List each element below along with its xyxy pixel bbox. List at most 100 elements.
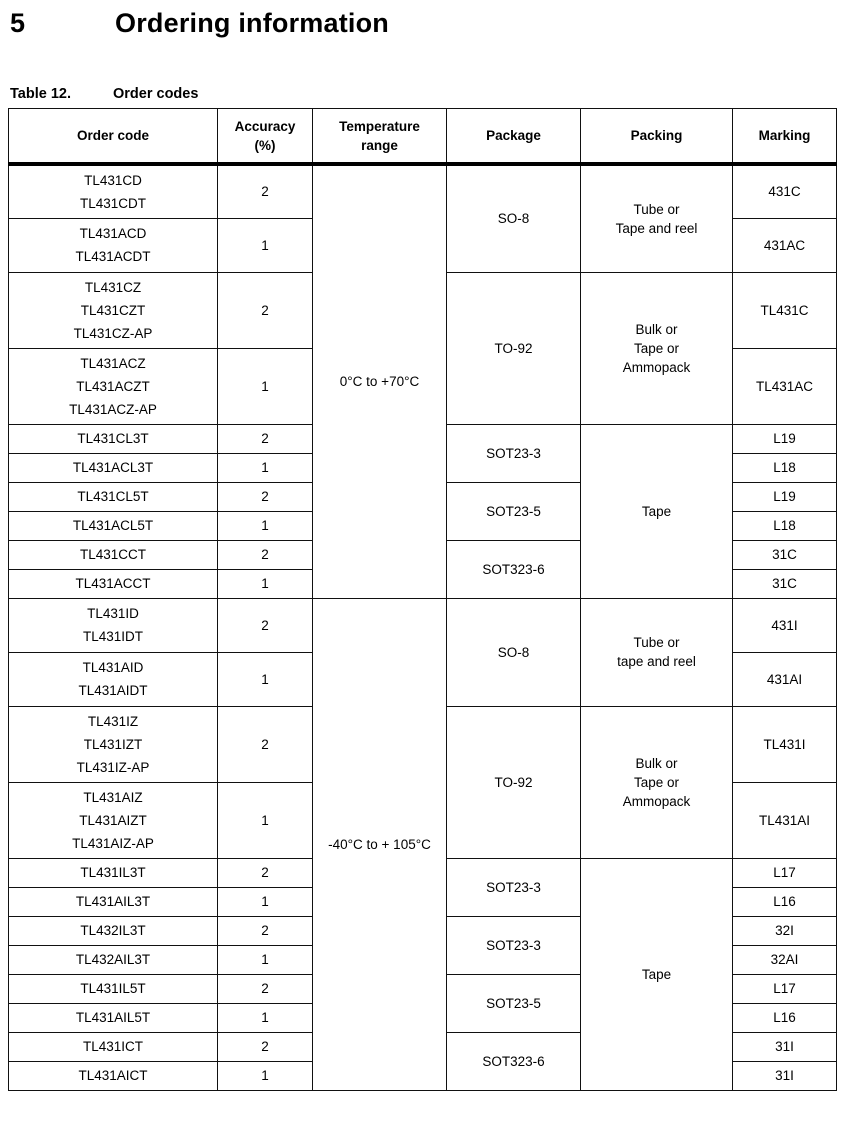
accuracy-cell: 2	[217, 423, 313, 454]
order-code-cell: TL431CCT	[8, 539, 218, 570]
packing-cell: Tape	[580, 423, 733, 599]
section-number: 5	[10, 8, 26, 38]
accuracy-cell: 2	[217, 705, 313, 783]
packing-cell: Tape	[580, 857, 733, 1091]
section-heading: 5 Ordering information	[10, 8, 840, 39]
table-row: TL431ACL5T 1 L18	[8, 510, 837, 541]
accuracy-cell: 1	[217, 217, 313, 273]
temperature-cell: 0°C to +70°C	[312, 163, 447, 599]
marking-cell: L17	[732, 973, 837, 1004]
order-code-cell: TL431CD TL431CDT	[8, 163, 218, 219]
marking-cell: L19	[732, 423, 837, 454]
marking-cell: L19	[732, 481, 837, 512]
order-code-cell: TL431CL5T	[8, 481, 218, 512]
marking-cell: TL431AC	[732, 347, 837, 425]
order-code-cell: TL431AIL5T	[8, 1002, 218, 1033]
table-row: TL431AID TL431AIDT 1 431AI	[8, 651, 837, 707]
packing-cell: Bulk or Tape or Ammopack	[580, 271, 733, 425]
marking-cell: TL431C	[732, 271, 837, 349]
header-row: Order code Accuracy (%) Temperature rang…	[8, 108, 837, 166]
table-row: TL431ACZ TL431ACZT TL431ACZ-AP 1 TL431AC	[8, 347, 837, 425]
order-code-cell: TL431ACCT	[8, 568, 218, 599]
package-cell: SOT23-3	[446, 857, 581, 917]
marking-cell: 431AC	[732, 217, 837, 273]
order-code-cell: TL431CZ TL431CZT TL431CZ-AP	[8, 271, 218, 349]
header-marking: Marking	[732, 108, 837, 166]
order-code-cell: TL431AID TL431AIDT	[8, 651, 218, 707]
accuracy-cell: 2	[217, 915, 313, 946]
order-code-cell: TL431AIZ TL431AIZT TL431AIZ-AP	[8, 781, 218, 859]
header-accuracy: Accuracy (%)	[217, 108, 313, 166]
table-row: TL431ACD TL431ACDT 1 431AC	[8, 217, 837, 273]
package-cell: TO-92	[446, 271, 581, 425]
accuracy-cell: 1	[217, 1002, 313, 1033]
table-row: TL431ID TL431IDT 2 -40°C to + 105°C SO-8…	[8, 597, 837, 1091]
order-code-cell: TL431ACL3T	[8, 452, 218, 483]
marking-cell: 431I	[732, 597, 837, 653]
header-temperature: Temperature range	[312, 108, 447, 166]
marking-cell: 32I	[732, 915, 837, 946]
order-code-cell: TL431IZ TL431IZT TL431IZ-AP	[8, 705, 218, 783]
table-caption-title: Order codes	[113, 86, 199, 102]
order-code-cell: TL431ID TL431IDT	[8, 597, 218, 653]
accuracy-cell: 2	[217, 481, 313, 512]
package-cell: SO-8	[446, 163, 581, 273]
accuracy-cell: 1	[217, 568, 313, 599]
marking-cell: 31C	[732, 568, 837, 599]
accuracy-cell: 1	[217, 781, 313, 859]
accuracy-cell: 2	[217, 1031, 313, 1062]
accuracy-cell: 2	[217, 163, 313, 219]
order-code-cell: TL431AIL3T	[8, 886, 218, 917]
package-cell: SOT23-3	[446, 423, 581, 483]
order-codes-table: Order code Accuracy (%) Temperature rang…	[8, 108, 837, 1091]
accuracy-cell: 1	[217, 452, 313, 483]
header-order-code: Order code	[8, 108, 218, 166]
order-code-cell: TL432IL3T	[8, 915, 218, 946]
marking-cell: L16	[732, 1002, 837, 1033]
table-caption-label: Table 12.	[10, 86, 71, 102]
order-code-cell: TL431ACL5T	[8, 510, 218, 541]
package-cell: TO-92	[446, 705, 581, 859]
table-row: TL431CL3T 2 SOT23-3 Tape L19	[8, 423, 837, 599]
packing-cell: Bulk or Tape or Ammopack	[580, 705, 733, 859]
package-cell: SOT323-6	[446, 539, 581, 599]
accuracy-cell: 1	[217, 347, 313, 425]
marking-cell: 431AI	[732, 651, 837, 707]
table-row: TL431AIL5T 1 L16	[8, 1002, 837, 1033]
marking-cell: L16	[732, 886, 837, 917]
table-row: TL431ACL3T 1 L18	[8, 452, 837, 483]
accuracy-cell: 1	[217, 1060, 313, 1091]
package-cell: SOT23-5	[446, 973, 581, 1033]
order-code-cell: TL431ICT	[8, 1031, 218, 1062]
accuracy-cell: 1	[217, 651, 313, 707]
packing-cell: Tube or tape and reel	[580, 597, 733, 707]
accuracy-cell: 1	[217, 510, 313, 541]
order-code-cell: TL431ACD TL431ACDT	[8, 217, 218, 273]
marking-cell: 31I	[732, 1031, 837, 1062]
header-package: Package	[446, 108, 581, 166]
marking-cell: 32AI	[732, 944, 837, 975]
accuracy-cell: 2	[217, 973, 313, 1004]
order-code-cell: TL432AIL3T	[8, 944, 218, 975]
order-code-cell: TL431IL5T	[8, 973, 218, 1004]
table-row: TL432IL3T 2 SOT23-3 32I	[8, 915, 837, 975]
marking-cell: 431C	[732, 163, 837, 219]
marking-cell: TL431I	[732, 705, 837, 783]
accuracy-cell: 2	[217, 539, 313, 570]
packing-cell: Tube or Tape and reel	[580, 163, 733, 273]
order-code-cell: TL431ACZ TL431ACZT TL431ACZ-AP	[8, 347, 218, 425]
table-row: TL431IZ TL431IZT TL431IZ-AP 2 TO-92 Bulk…	[8, 705, 837, 859]
package-cell: SOT23-5	[446, 481, 581, 541]
table-caption: Table 12. Order codes	[10, 86, 840, 102]
accuracy-cell: 1	[217, 944, 313, 975]
table-row: TL431CCT 2 SOT323-6 31C	[8, 539, 837, 599]
package-cell: SOT323-6	[446, 1031, 581, 1091]
marking-cell: L18	[732, 452, 837, 483]
table-row: TL431IL5T 2 SOT23-5 L17	[8, 973, 837, 1033]
order-code-cell: TL431CL3T	[8, 423, 218, 454]
header-packing: Packing	[580, 108, 733, 166]
marking-cell: 31I	[732, 1060, 837, 1091]
accuracy-cell: 2	[217, 857, 313, 888]
table-row: TL431IL3T 2 SOT23-3 Tape L17	[8, 857, 837, 1091]
